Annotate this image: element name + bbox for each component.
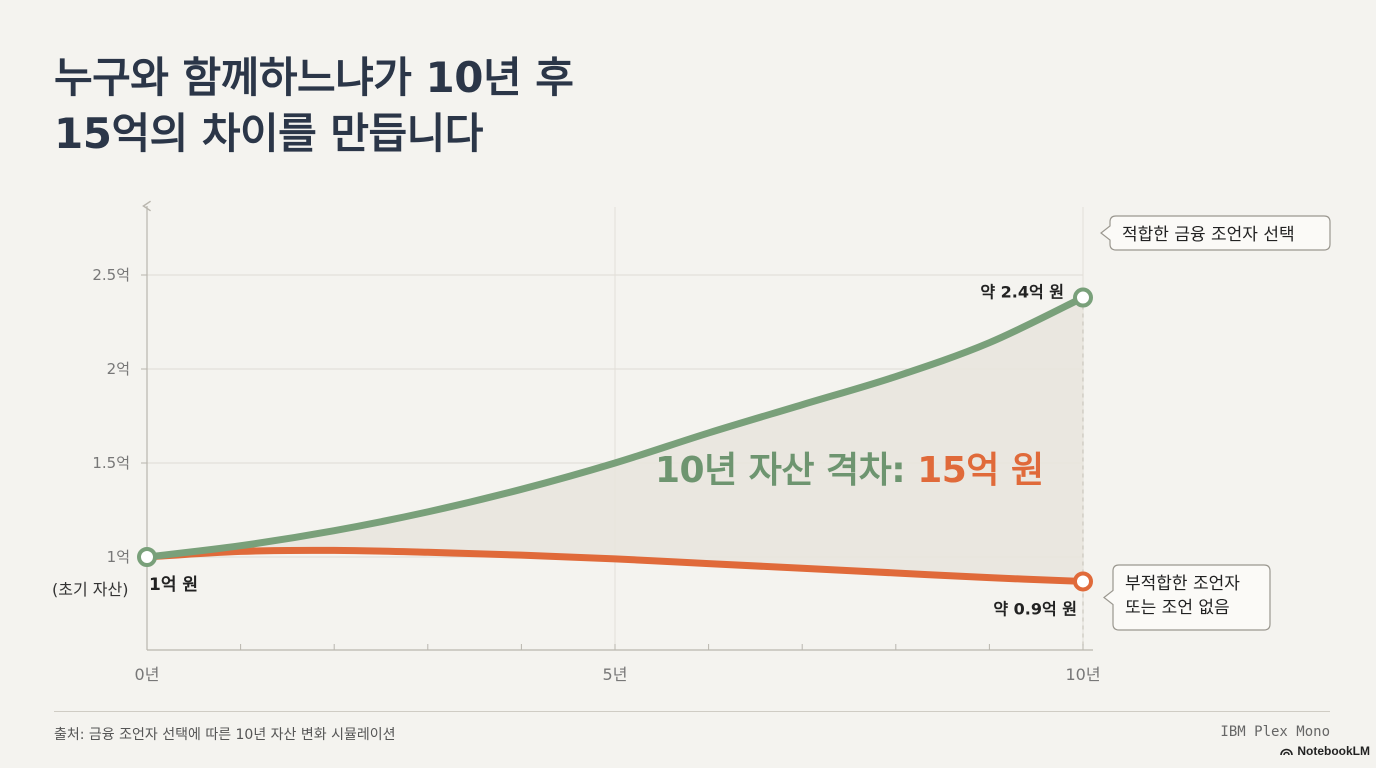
green-end-point [1073,287,1093,308]
gap-label-value: 15억 원 [917,450,1043,491]
green-end-value: 약 2.4억 원 [980,283,1064,302]
gap-label-prefix: 10년 자산 격차: [655,450,917,491]
series-line-no-advisor [143,546,1087,585]
y-tick-label: 2.5억 [92,266,130,284]
orange-callout-box [1103,564,1271,631]
orange-end-point [1073,571,1093,592]
y-tick-label: 1.5억 [92,454,130,472]
title-line-2: 15억의 차이를 만듭니다 [54,109,483,158]
green-callout-box [1100,215,1331,251]
y-tick-label: 2억 [107,360,130,378]
gap-area [147,297,1083,582]
start-note-label: (초기 자산) [52,580,128,599]
footer-divider [54,711,1330,712]
start-point [137,547,157,567]
start-value-label: 1억 원 [149,575,198,595]
orange-callout-text: 또는 조언 없음 [1125,598,1230,618]
font-note: IBM Plex Mono [1220,724,1330,740]
x-tick-label: 0년 [135,665,160,684]
green-callout: 적합한 금융 조언자 선택 [1100,215,1331,251]
title-line-1: 누구와 함께하느냐가 10년 후 [54,53,574,102]
notebooklm-icon [1280,748,1294,755]
x-tick-label: 10년 [1065,665,1100,684]
series-line-advisor [143,294,1087,561]
orange-callout-text: 부적합한 조언자 [1125,574,1240,594]
y-tick-label: 1억 [107,548,130,566]
brand-logo: NotebookLM [1280,744,1370,758]
brand-name: NotebookLM [1297,744,1370,758]
x-tick-label: 5년 [603,665,628,684]
orange-end-value: 약 0.9억 원 [993,599,1077,618]
page-title: 누구와 함께하느냐가 10년 후 15억의 차이를 만듭니다 [54,50,574,162]
gap-label: 10년 자산 격차: 15억 원 [655,450,1044,491]
green-callout-text: 적합한 금융 조언자 선택 [1122,225,1295,245]
source-note: 출처: 금융 조언자 선택에 따른 10년 자산 변화 시뮬레이션 [54,727,396,743]
